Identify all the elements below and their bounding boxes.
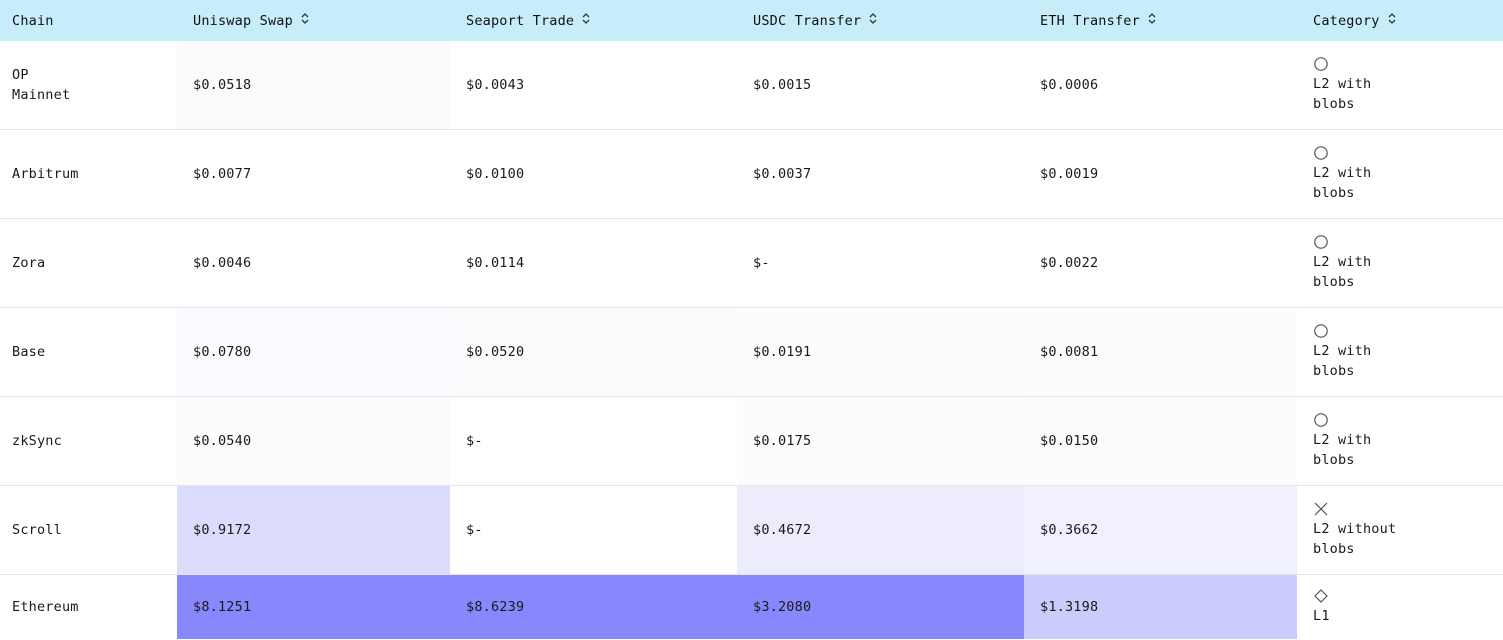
column-header-label: Seaport Trade	[466, 12, 575, 29]
fee-cell: $0.0540	[177, 396, 450, 486]
fee-cell: $0.0006	[1024, 41, 1297, 130]
fee-cell: $1.3198	[1024, 574, 1297, 639]
column-header-chain: Chain	[0, 0, 177, 41]
fee-cell: $0.0077	[177, 129, 450, 219]
fee-cell: $-	[450, 485, 737, 575]
fee-cell: $-	[737, 218, 1024, 308]
fee-cell: $0.0046	[177, 218, 450, 308]
fee-cell: $0.0518	[177, 41, 450, 130]
fee-cell: $0.0520	[450, 307, 737, 397]
fee-cell: $0.4672	[737, 485, 1024, 575]
fee-cell: $8.1251	[177, 574, 450, 639]
column-header-label: Category	[1313, 12, 1380, 29]
category-cell: L2 with blobs	[1297, 129, 1503, 219]
fee-cell: $0.0150	[1024, 396, 1297, 486]
chain-name: OP Mainnet	[0, 41, 177, 130]
table-header: Chain Uniswap Swap Seaport Trade USDC Trans…	[0, 0, 1503, 41]
fee-cell: $-	[450, 396, 737, 486]
fee-cell: $0.0022	[1024, 218, 1297, 308]
table-row: Zora $0.0046 $0.0114 $- $0.0022 L2 with blobs	[0, 218, 1503, 308]
chain-name: Ethereum	[12, 599, 79, 615]
fee-cell: $0.0100	[450, 129, 737, 219]
column-header-label: Uniswap Swap	[193, 12, 293, 29]
fee-cell: $0.0175	[737, 396, 1024, 486]
fee-cell: $0.0780	[177, 307, 450, 397]
category-cell: L2 with blobs	[1297, 41, 1503, 130]
table-row: Ethereum $8.1251 $8.6239 $3.2080 $1.3198 L1	[0, 574, 1503, 640]
column-header-uniswap-swap[interactable]: Uniswap Swap	[177, 0, 450, 41]
circle-icon	[1313, 145, 1329, 161]
fee-cell: $0.0191	[737, 307, 1024, 397]
table-row: Scroll $0.9172 $- $0.4672 $0.3662 L2 without …	[0, 485, 1503, 575]
fee-cell: $0.0114	[450, 218, 737, 308]
circle-icon	[1313, 234, 1329, 250]
table-body: OP Mainnet $0.0518 $0.0043 $0.0015 $0.0006 L2…	[0, 41, 1503, 639]
sort-icon[interactable]	[301, 12, 309, 27]
fee-cell: $3.2080	[737, 574, 1024, 639]
category-label: L2 with blobs	[1313, 432, 1372, 468]
chain-name: Arbitrum	[0, 129, 177, 219]
circle-icon	[1313, 323, 1329, 339]
category-cell: L1	[1297, 575, 1503, 640]
diamond-icon	[1313, 588, 1329, 604]
column-header-label: USDC Transfer	[753, 12, 862, 29]
category-label: L1	[1313, 608, 1330, 624]
category-cell: L2 with blobs	[1297, 218, 1503, 308]
fee-cell: $0.3662	[1024, 485, 1297, 575]
column-header-label: Chain	[12, 12, 54, 29]
circle-icon	[1313, 412, 1329, 428]
column-header-seaport-trade[interactable]: Seaport Trade	[450, 0, 737, 41]
category-label: L2 with blobs	[1313, 165, 1372, 201]
category-cell: L2 without blobs	[1297, 485, 1503, 575]
table-row: zkSync $0.0540 $- $0.0175 $0.0150 L2 with blo…	[0, 396, 1503, 486]
category-label: L2 with blobs	[1313, 343, 1372, 379]
sort-icon[interactable]	[582, 12, 590, 27]
category-label: L2 with blobs	[1313, 254, 1372, 290]
sort-icon[interactable]	[1388, 12, 1396, 27]
table-row: Base $0.0780 $0.0520 $0.0191 $0.0081 L2 with …	[0, 307, 1503, 397]
column-header-eth-transfer[interactable]: ETH Transfer	[1024, 0, 1297, 41]
chain-name: zkSync	[0, 396, 177, 486]
category-label: L2 with blobs	[1313, 76, 1372, 112]
chain-name: Scroll	[0, 485, 177, 575]
category-cell: L2 with blobs	[1297, 307, 1503, 397]
fee-cell: $0.0081	[1024, 307, 1297, 397]
chain-name: Base	[0, 307, 177, 397]
fee-cell: $0.0015	[737, 41, 1024, 130]
fee-cell: $0.0037	[737, 129, 1024, 219]
category-label: L2 without blobs	[1313, 521, 1397, 557]
column-header-usdc-transfer[interactable]: USDC Transfer	[737, 0, 1024, 41]
chain-name: Zora	[0, 218, 177, 308]
table-row: OP Mainnet $0.0518 $0.0043 $0.0015 $0.0006 L2…	[0, 41, 1503, 130]
column-header-category[interactable]: Category	[1297, 0, 1503, 41]
column-header-label: ETH Transfer	[1040, 12, 1140, 29]
sort-icon[interactable]	[1148, 12, 1156, 27]
x-icon	[1313, 501, 1329, 517]
fee-cell: $0.9172	[177, 485, 450, 575]
fee-cell: $0.0043	[450, 41, 737, 130]
fee-cell: $8.6239	[450, 574, 737, 639]
fee-cell: $0.0019	[1024, 129, 1297, 219]
sort-icon[interactable]	[869, 12, 877, 27]
category-cell: L2 with blobs	[1297, 396, 1503, 486]
circle-icon	[1313, 56, 1329, 72]
table-row: Arbitrum $0.0077 $0.0100 $0.0037 $0.0019 L2 w…	[0, 129, 1503, 219]
